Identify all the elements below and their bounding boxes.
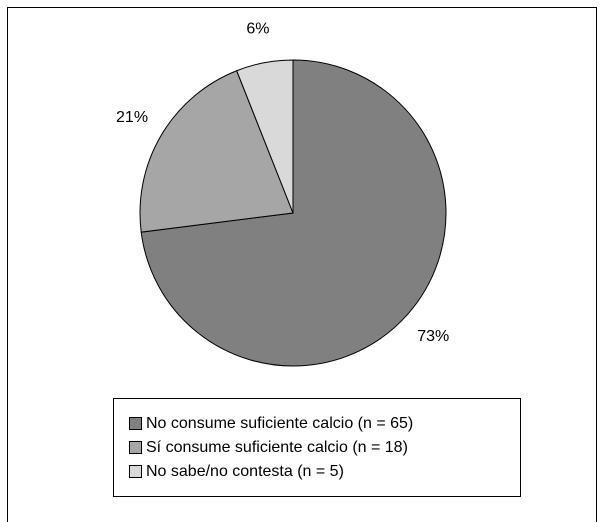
pie-slice bbox=[139, 70, 294, 233]
pie-slice bbox=[140, 59, 447, 367]
legend-swatch bbox=[129, 465, 142, 478]
data-label: 21% bbox=[116, 109, 148, 126]
pie-slice bbox=[236, 59, 294, 214]
data-label: 6% bbox=[246, 21, 269, 38]
legend-label: No sabe/no contesta (n = 5) bbox=[146, 463, 344, 480]
legend-swatch bbox=[129, 441, 142, 454]
data-label: 73% bbox=[417, 328, 449, 345]
legend-box bbox=[113, 398, 521, 497]
legend-label: No consume suficiente calcio (n = 65) bbox=[146, 415, 413, 432]
legend-label: Sí consume suficiente calcio (n = 18) bbox=[146, 439, 408, 456]
legend-swatch bbox=[129, 417, 142, 430]
